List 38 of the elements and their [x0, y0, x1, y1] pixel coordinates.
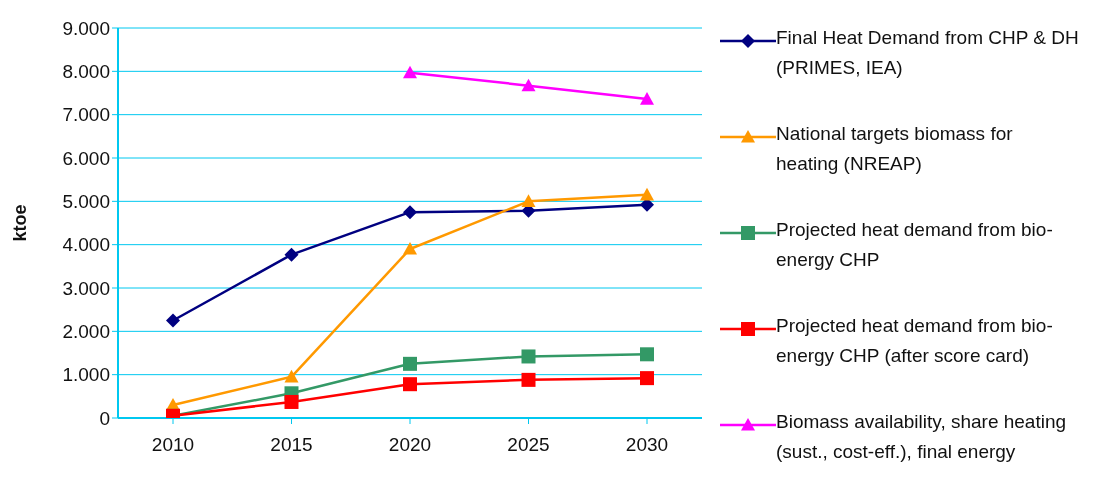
point	[521, 194, 536, 207]
y-tick-label: 0	[99, 407, 110, 429]
point	[403, 377, 417, 392]
legend-label: Biomass availability, share heating (sust., cost-eff.), final energy	[776, 410, 1068, 464]
point	[403, 65, 417, 79]
point	[640, 92, 654, 105]
point	[521, 78, 536, 92]
y-tick-label: 2.000	[62, 321, 110, 343]
y-tick-label: 5.000	[62, 191, 110, 213]
x-tick-label: 2030	[625, 434, 669, 456]
y-axis-title: ktoe	[10, 204, 31, 242]
point	[403, 242, 417, 255]
y-tick-label: 4.000	[62, 234, 110, 256]
y-tick-label: 3.000	[62, 277, 110, 299]
point	[166, 313, 180, 328]
y-tick-label: 9.000	[62, 17, 110, 39]
legend-label: National targets biomass for heating (NREAP)	[776, 122, 1014, 176]
y-tick-label: 8.000	[62, 61, 110, 83]
legend-label: Projected heat demand from bio-energy CHP	[776, 218, 1054, 272]
legend-label: Projected heat demand from bio-energy CHP (after score card)	[776, 314, 1054, 368]
y-tick-label: 1.000	[62, 364, 110, 386]
y-tick-label: 7.000	[62, 104, 110, 126]
point	[640, 187, 654, 201]
point	[403, 356, 417, 371]
x-tick-label: 2025	[507, 434, 550, 456]
point	[640, 371, 654, 386]
point	[403, 205, 417, 220]
point	[284, 394, 299, 409]
point	[521, 372, 536, 387]
point	[640, 347, 654, 362]
x-tick-label: 2010	[151, 434, 195, 456]
legend-label: Final Heat Demand from CHP & DH (PRIMES, IEA)	[776, 26, 1080, 80]
x-tick-label: 2020	[388, 434, 432, 456]
x-tick-label: 2015	[270, 434, 313, 456]
point	[521, 349, 536, 364]
point	[284, 369, 299, 383]
y-tick-label: 6.000	[62, 147, 110, 169]
point	[284, 247, 299, 262]
